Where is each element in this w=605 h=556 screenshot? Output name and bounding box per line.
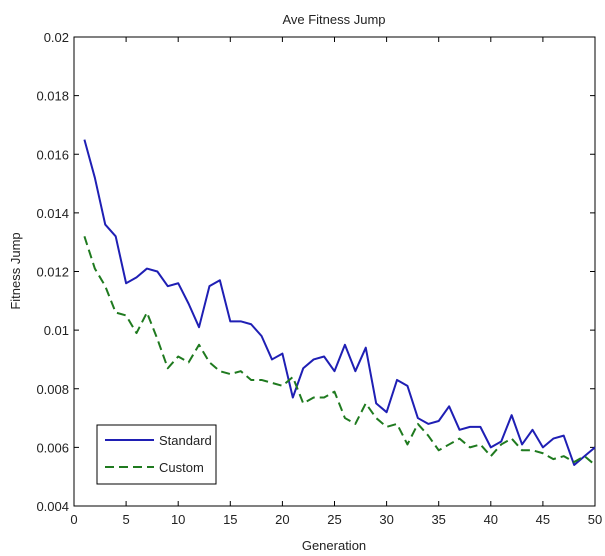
series-line-standard: [83, 139, 596, 466]
y-tick-label: 0.006: [36, 440, 69, 455]
legend: Standard Custom: [96, 424, 217, 485]
x-tick-label: 5: [122, 512, 129, 527]
x-tick-label: 10: [171, 512, 185, 527]
y-tick-label: 0.018: [36, 89, 69, 104]
y-tick-label: 0.01: [44, 323, 69, 338]
y-tick-label: 0.012: [36, 265, 69, 280]
x-tick-label: 35: [431, 512, 445, 527]
y-tick-label: 0.02: [44, 30, 69, 45]
x-tick-label: 15: [223, 512, 237, 527]
y-axis-label: Fitness Jump: [8, 232, 23, 309]
x-tick-label: 30: [379, 512, 393, 527]
x-tick-label: 45: [536, 512, 550, 527]
y-tick-label: 0.014: [36, 206, 69, 221]
x-tick-label: 40: [484, 512, 498, 527]
x-axis-ticks: 0 5 10 15 20 25 30 35 40 45 50: [70, 37, 602, 527]
x-tick-label: 20: [275, 512, 289, 527]
x-tick-label: 50: [588, 512, 602, 527]
y-tick-label: 0.004: [36, 499, 69, 514]
x-tick-label: 25: [327, 512, 341, 527]
y-tick-label: 0.016: [36, 147, 69, 162]
series-layer: [83, 139, 596, 466]
legend-label-standard: Standard: [159, 433, 212, 448]
y-axis-ticks: 0.004 0.006 0.008 0.01 0.012 0.014 0.016 0.018 0…: [36, 30, 595, 514]
legend-box: [96, 424, 217, 485]
chart-title: Ave Fitness Jump: [282, 12, 385, 27]
series-line-custom: [83, 236, 596, 466]
y-tick-label: 0.008: [36, 382, 69, 397]
legend-label-custom: Custom: [159, 460, 204, 475]
x-axis-label: Generation: [302, 538, 366, 553]
x-tick-label: 0: [70, 512, 77, 527]
